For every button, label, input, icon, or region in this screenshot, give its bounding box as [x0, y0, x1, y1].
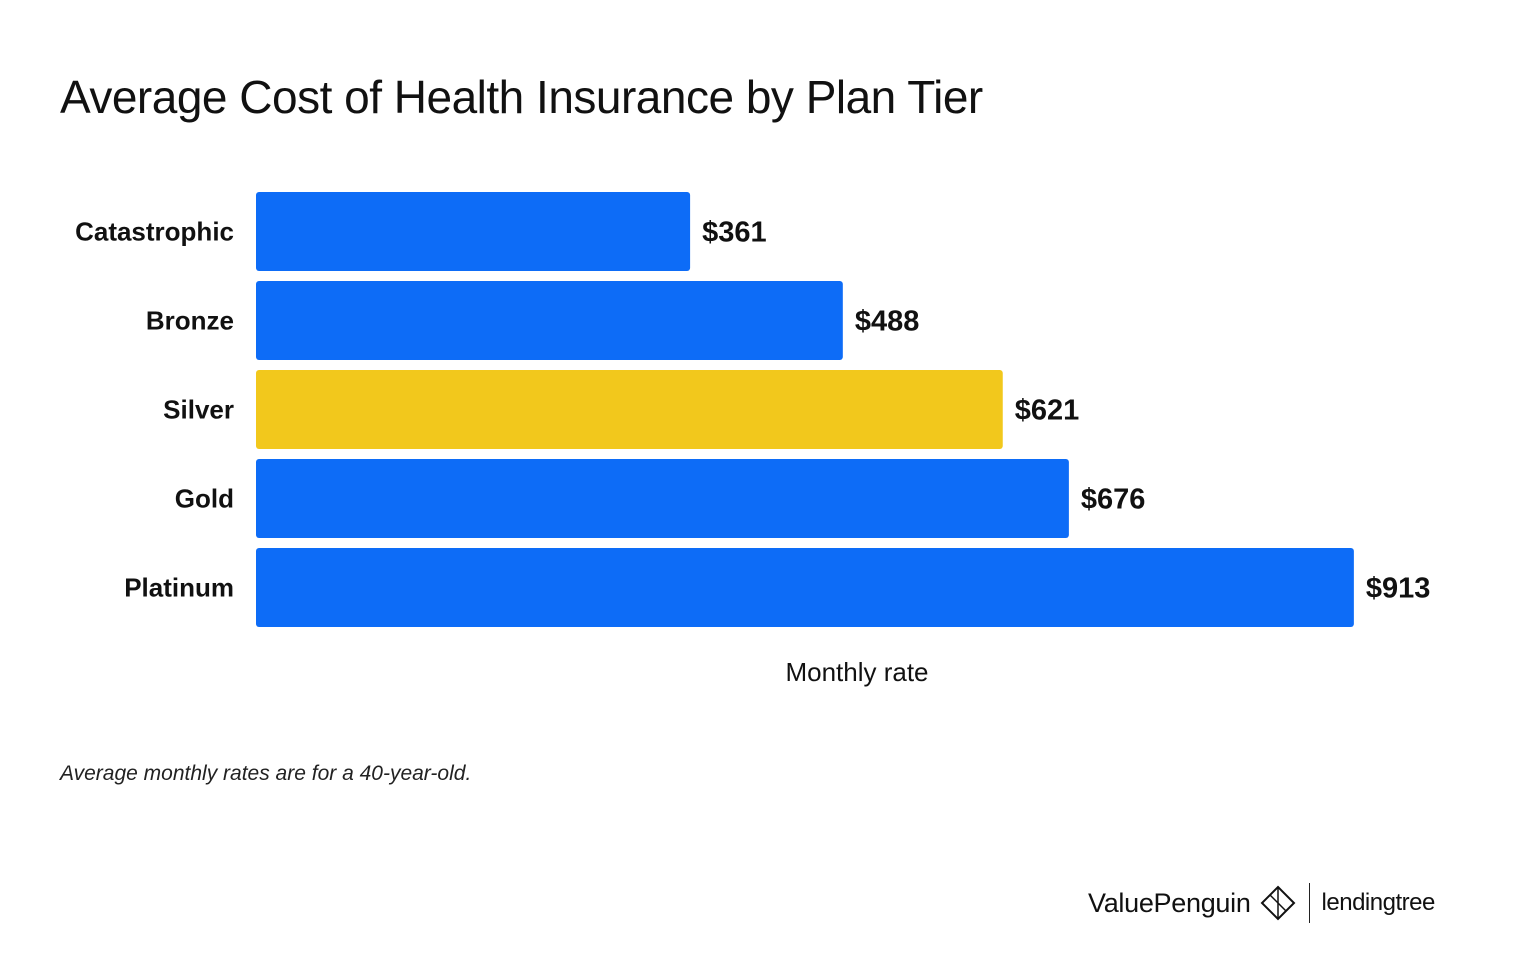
value-label: $913 — [1366, 573, 1431, 605]
chart-title: Average Cost of Health Insurance by Plan… — [60, 71, 983, 123]
category-label: Gold — [175, 484, 234, 514]
x-axis-label: Monthly rate — [785, 657, 928, 687]
bar-catastrophic — [256, 192, 691, 271]
value-label: $361 — [702, 217, 767, 249]
bars-group: Catastrophic $361 Bronze $488 Silver $621 Gold… — [75, 192, 1430, 627]
category-label: Bronze — [146, 306, 234, 336]
category-label: Platinum — [124, 573, 234, 603]
bar-platinum — [256, 548, 1354, 627]
bar-chart: Catastrophic $361 Bronze $488 Silver $621 Gold… — [75, 192, 1430, 687]
brand-footer: ValuePenguin lendingtree — [1088, 878, 1435, 928]
value-label: $676 — [1081, 484, 1146, 516]
footnote: Average monthly rates are for a 40-year-… — [60, 762, 472, 785]
lendingtree-logo-text: lendingtree — [1321, 889, 1436, 916]
valuepenguin-logo-text: ValuePenguin — [1088, 887, 1251, 918]
category-label: Catastrophic — [75, 217, 234, 247]
bar-bronze — [256, 281, 843, 360]
bar-gold — [256, 459, 1069, 538]
category-label: Silver — [163, 395, 234, 425]
value-label: $488 — [855, 306, 920, 338]
brand-divider — [1308, 883, 1310, 923]
bar-silver — [256, 370, 1003, 449]
penguin-diamond-icon — [1260, 885, 1295, 921]
value-label: $621 — [1015, 395, 1080, 427]
